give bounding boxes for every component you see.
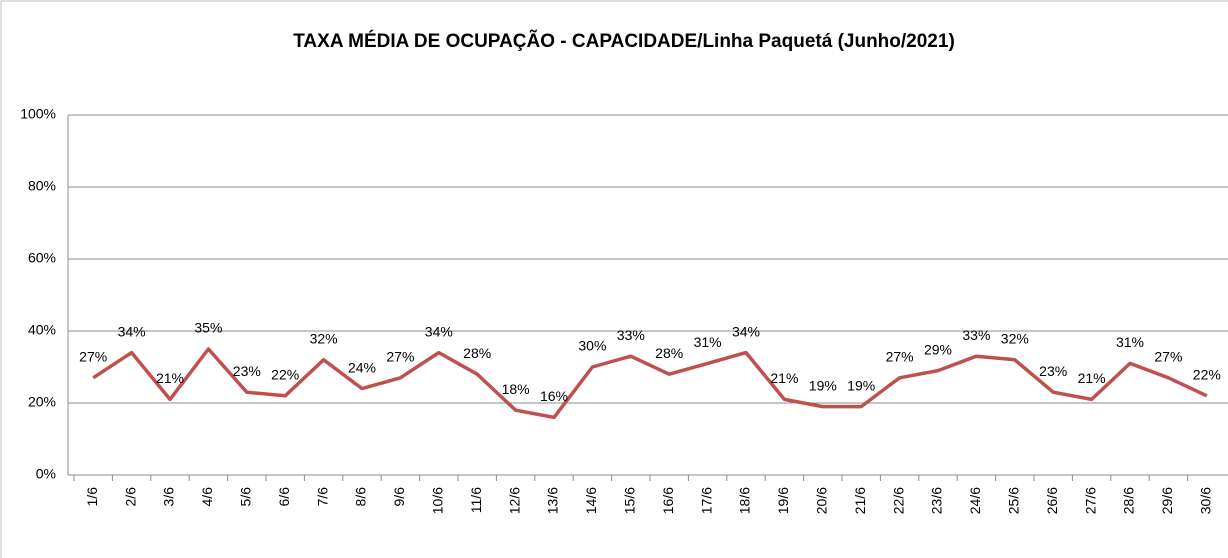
x-tick-label: 1/6 — [84, 487, 100, 507]
x-tick-label: 20/6 — [814, 487, 830, 514]
x-tick-label: 27/6 — [1082, 487, 1098, 514]
x-tick-label: 6/6 — [276, 487, 292, 507]
x-tick-label: 23/6 — [929, 487, 945, 514]
data-label: 35% — [194, 320, 222, 336]
data-label: 27% — [79, 349, 107, 365]
x-tick-label: 11/6 — [468, 487, 484, 513]
data-label: 23% — [1039, 363, 1067, 379]
data-label: 27% — [886, 349, 914, 365]
x-tick-label: 15/6 — [622, 487, 638, 514]
x-tick-label: 29/6 — [1159, 487, 1175, 514]
data-label: 27% — [386, 349, 414, 365]
x-tick-label: 28/6 — [1121, 487, 1137, 514]
data-label: 29% — [924, 341, 952, 357]
data-label: 22% — [271, 367, 299, 383]
x-tick-label: 26/6 — [1044, 487, 1060, 514]
y-tick-label: 60% — [28, 250, 56, 266]
data-label: 16% — [540, 388, 568, 404]
x-tick-label: 5/6 — [238, 487, 254, 507]
data-label: 28% — [655, 345, 683, 361]
data-label: 23% — [233, 363, 261, 379]
data-label: 19% — [847, 377, 875, 393]
x-tick-label: 16/6 — [660, 487, 676, 514]
data-label: 30% — [578, 338, 606, 354]
data-label: 33% — [962, 327, 990, 343]
x-tick-label: 12/6 — [506, 487, 522, 514]
x-tick-label: 9/6 — [391, 487, 407, 507]
data-label: 19% — [809, 377, 837, 393]
data-label: 21% — [156, 370, 184, 386]
data-label: 18% — [502, 381, 530, 397]
data-label: 31% — [1116, 334, 1144, 350]
x-tick-label: 21/6 — [852, 487, 868, 514]
x-tick-label: 24/6 — [967, 487, 983, 514]
x-tick-label: 2/6 — [122, 487, 138, 507]
data-label: 34% — [425, 323, 453, 339]
data-label: 32% — [1001, 331, 1029, 347]
x-tick-label: 8/6 — [353, 487, 369, 507]
y-tick-label: 80% — [28, 178, 56, 194]
data-label: 33% — [617, 327, 645, 343]
data-label: 27% — [1154, 349, 1182, 365]
y-tick-label: 20% — [28, 394, 56, 410]
chart-title: TAXA MÉDIA DE OCUPAÇÃO - CAPACIDADE/Linh… — [293, 30, 955, 52]
y-tick-label: 100% — [20, 106, 56, 122]
x-tick-label: 4/6 — [199, 487, 215, 507]
data-label: 34% — [732, 323, 760, 339]
line — [92, 347, 1208, 420]
data-label: 31% — [694, 334, 722, 350]
x-tick-label: 3/6 — [161, 487, 177, 507]
x-tick-label: 7/6 — [314, 487, 330, 507]
data-label: 24% — [348, 359, 376, 375]
y-tick-label: 0% — [36, 466, 56, 482]
x-tick-label: 18/6 — [737, 487, 753, 514]
data-label: 32% — [310, 331, 338, 347]
data-label: 28% — [463, 345, 491, 361]
x-tick-label: 25/6 — [1006, 487, 1022, 514]
data-label: 34% — [118, 323, 146, 339]
x-tick-label: 22/6 — [890, 487, 906, 514]
x-tick-label: 17/6 — [698, 487, 714, 514]
data-label: 21% — [770, 370, 798, 386]
x-tick-label: 14/6 — [583, 487, 599, 514]
y-tick-label: 40% — [28, 322, 56, 338]
x-tick-label: 19/6 — [775, 487, 791, 514]
data-label: 22% — [1193, 367, 1221, 383]
x-tick-label: 13/6 — [545, 487, 561, 514]
x-tick-label: 30/6 — [1198, 487, 1214, 514]
x-tick-label: 10/6 — [430, 487, 446, 514]
data-label: 21% — [1078, 370, 1106, 386]
